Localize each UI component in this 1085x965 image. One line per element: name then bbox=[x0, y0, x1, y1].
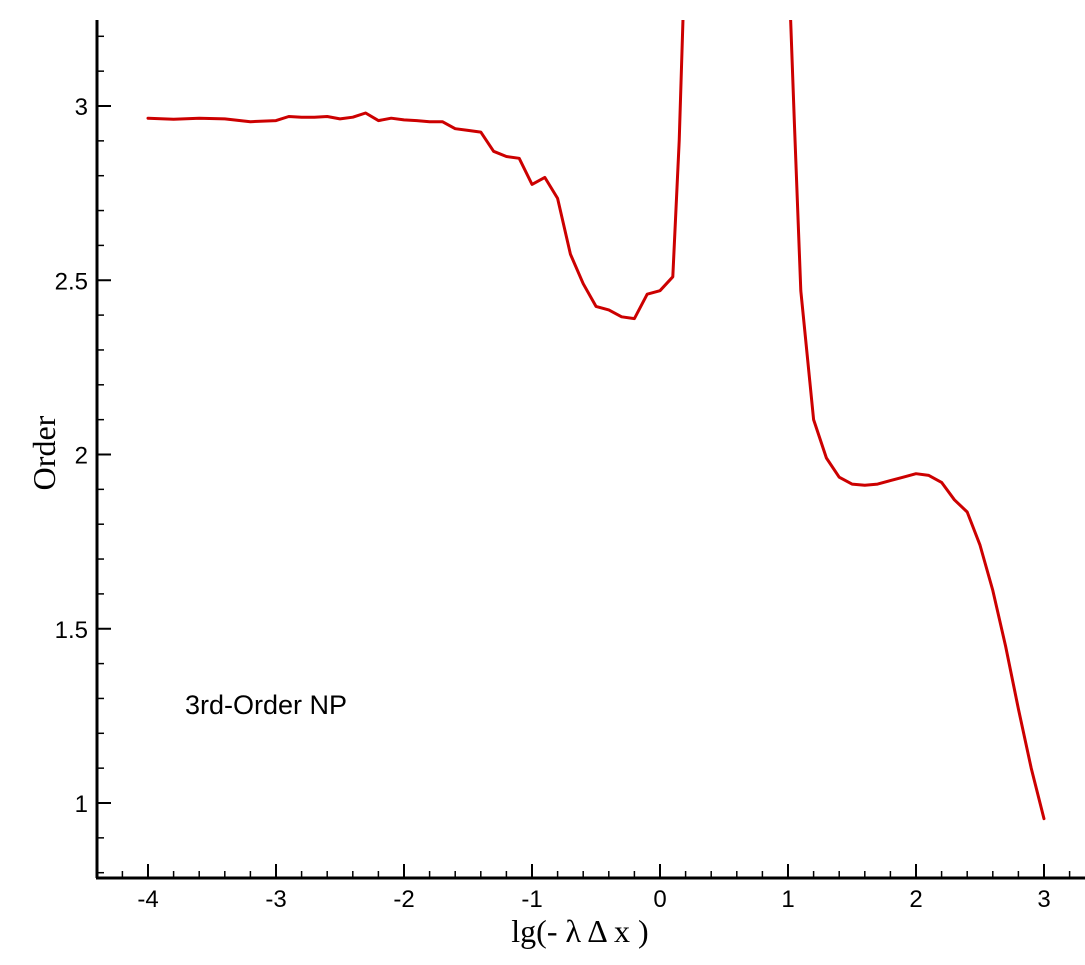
x-tick-label: 0 bbox=[653, 886, 666, 913]
y-tick-label: 2.5 bbox=[55, 268, 88, 295]
x-tick-label: -3 bbox=[265, 886, 286, 913]
series-line-segment-1 bbox=[146, 20, 685, 321]
y-tick-label: 2 bbox=[75, 443, 88, 470]
y-tick-label: 1 bbox=[75, 791, 88, 818]
series-layer bbox=[146, 20, 1046, 821]
ticks-layer bbox=[97, 35, 1071, 878]
x-tick-label: 2 bbox=[909, 886, 922, 913]
x-axis-title: lg(- λ Δ x ) bbox=[511, 913, 648, 949]
y-tick-label: 3 bbox=[75, 94, 88, 121]
series-line-segment-2 bbox=[789, 20, 1046, 821]
x-tick-label: -1 bbox=[521, 886, 542, 913]
x-tick-label: -2 bbox=[393, 886, 414, 913]
x-tick-label: -4 bbox=[137, 886, 158, 913]
chart-annotation: 3rd-Order NP bbox=[185, 690, 347, 720]
y-tick-label: 1.5 bbox=[55, 617, 88, 644]
x-tick-label: 1 bbox=[781, 886, 794, 913]
labels-layer: -4 -3 -2 -1 0 1 2 3 1 1.5 2 2.5 3 bbox=[55, 94, 1051, 913]
x-tick-label: 3 bbox=[1037, 886, 1050, 913]
axes-layer bbox=[95, 20, 1085, 880]
y-axis-title: Order bbox=[26, 415, 62, 490]
